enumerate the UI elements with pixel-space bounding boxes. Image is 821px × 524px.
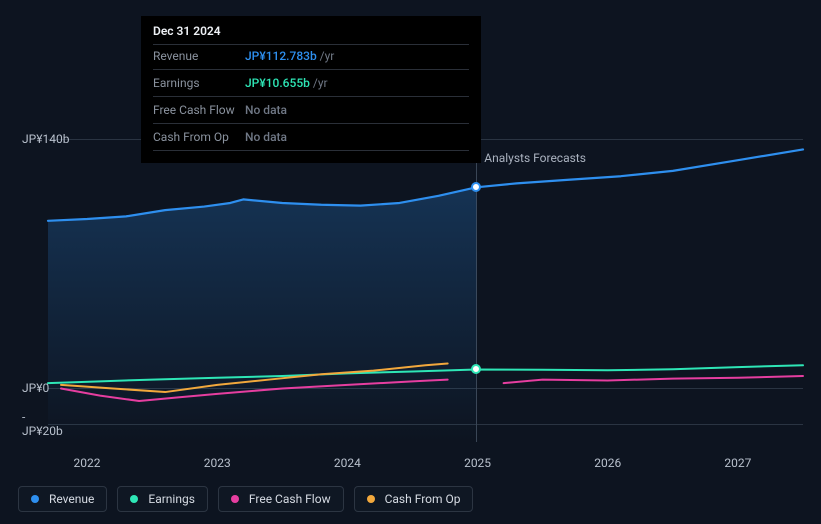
legend: Revenue Earnings Free Cash Flow Cash From O… xyxy=(18,486,473,512)
tooltip-metric-value: JP¥112.783b /yr xyxy=(245,47,469,65)
legend-item-revenue[interactable]: Revenue xyxy=(18,486,107,512)
tooltip-metric-value: No data xyxy=(245,128,469,146)
chart-tooltip: Dec 31 2024 RevenueJP¥112.783b /yrEarnin… xyxy=(141,16,481,163)
legend-dot-icon xyxy=(130,495,138,503)
tooltip-row: Free Cash FlowNo data xyxy=(153,101,469,119)
x-axis-label: 2024 xyxy=(334,456,361,470)
legend-label: Cash From Op xyxy=(385,492,461,506)
x-axis-label: 2027 xyxy=(724,456,751,470)
legend-item-cfo[interactable]: Cash From Op xyxy=(354,486,474,512)
revenue-marker xyxy=(471,182,481,192)
tooltip-metric-name: Cash From Op xyxy=(153,128,245,146)
legend-label: Free Cash Flow xyxy=(249,492,331,506)
legend-label: Earnings xyxy=(148,492,195,506)
x-axis-label: 2025 xyxy=(464,456,491,470)
y-axis-label: JP¥140b xyxy=(0,132,48,146)
legend-dot-icon xyxy=(367,495,375,503)
legend-dot-icon xyxy=(31,495,39,503)
tooltip-date: Dec 31 2024 xyxy=(153,24,469,42)
x-axis-label: 2023 xyxy=(204,456,231,470)
fcf-line xyxy=(504,376,803,383)
legend-item-fcf[interactable]: Free Cash Flow xyxy=(218,486,344,512)
tooltip-row: EarningsJP¥10.655b /yr xyxy=(153,74,469,92)
legend-dot-icon xyxy=(231,495,239,503)
tooltip-metric-name: Earnings xyxy=(153,74,245,92)
earnings-marker xyxy=(471,364,481,374)
tooltip-row: Cash From OpNo data xyxy=(153,128,469,146)
x-axis-label: 2022 xyxy=(74,456,101,470)
revenue-fill xyxy=(48,187,476,442)
legend-item-earnings[interactable]: Earnings xyxy=(117,486,208,512)
y-axis-label: -JP¥20b xyxy=(0,410,48,438)
legend-label: Revenue xyxy=(49,492,94,506)
x-axis-label: 2026 xyxy=(594,456,621,470)
tooltip-row: RevenueJP¥112.783b /yr xyxy=(153,47,469,65)
tooltip-metric-value: JP¥10.655b /yr xyxy=(245,74,469,92)
y-axis-label: JP¥0 xyxy=(0,381,48,395)
tooltip-metric-name: Revenue xyxy=(153,47,245,65)
tooltip-metric-name: Free Cash Flow xyxy=(153,101,245,119)
tooltip-metric-value: No data xyxy=(245,101,469,119)
